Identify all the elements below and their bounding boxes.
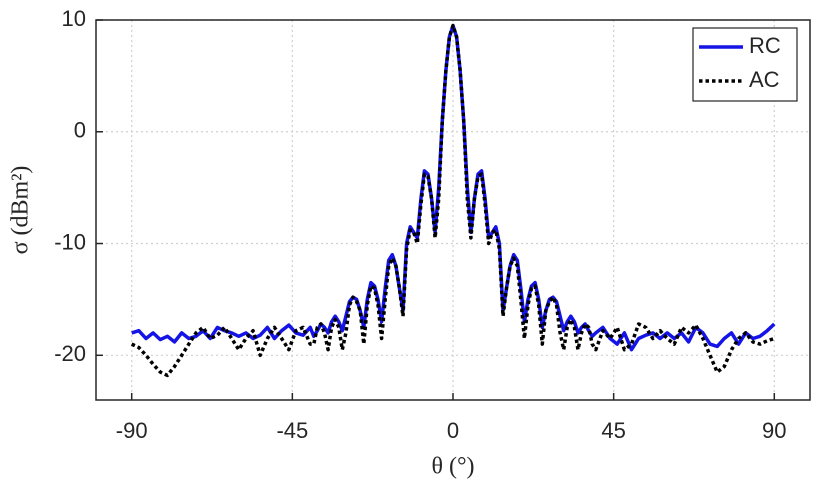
series-line	[130, 23, 775, 378]
x-tick-label: 0	[447, 418, 459, 443]
y-tick-label: -20	[54, 341, 86, 366]
x-tick-label: -90	[116, 418, 148, 443]
x-axis-label: θ (°)	[431, 454, 474, 480]
legend-label: RC	[749, 33, 781, 58]
x-tick-label: -45	[276, 418, 308, 443]
x-tick-label: 90	[762, 418, 786, 443]
y-tick-label: 0	[74, 118, 86, 143]
plot-frame	[95, 19, 811, 401]
y-tick-label: 10	[62, 6, 86, 31]
legend-box	[692, 27, 798, 102]
x-tick-label: 45	[601, 418, 625, 443]
y-axis-label: σ (dBm²)	[8, 166, 34, 255]
legend-label: AC	[749, 67, 780, 92]
y-tick-label: -10	[54, 229, 86, 254]
